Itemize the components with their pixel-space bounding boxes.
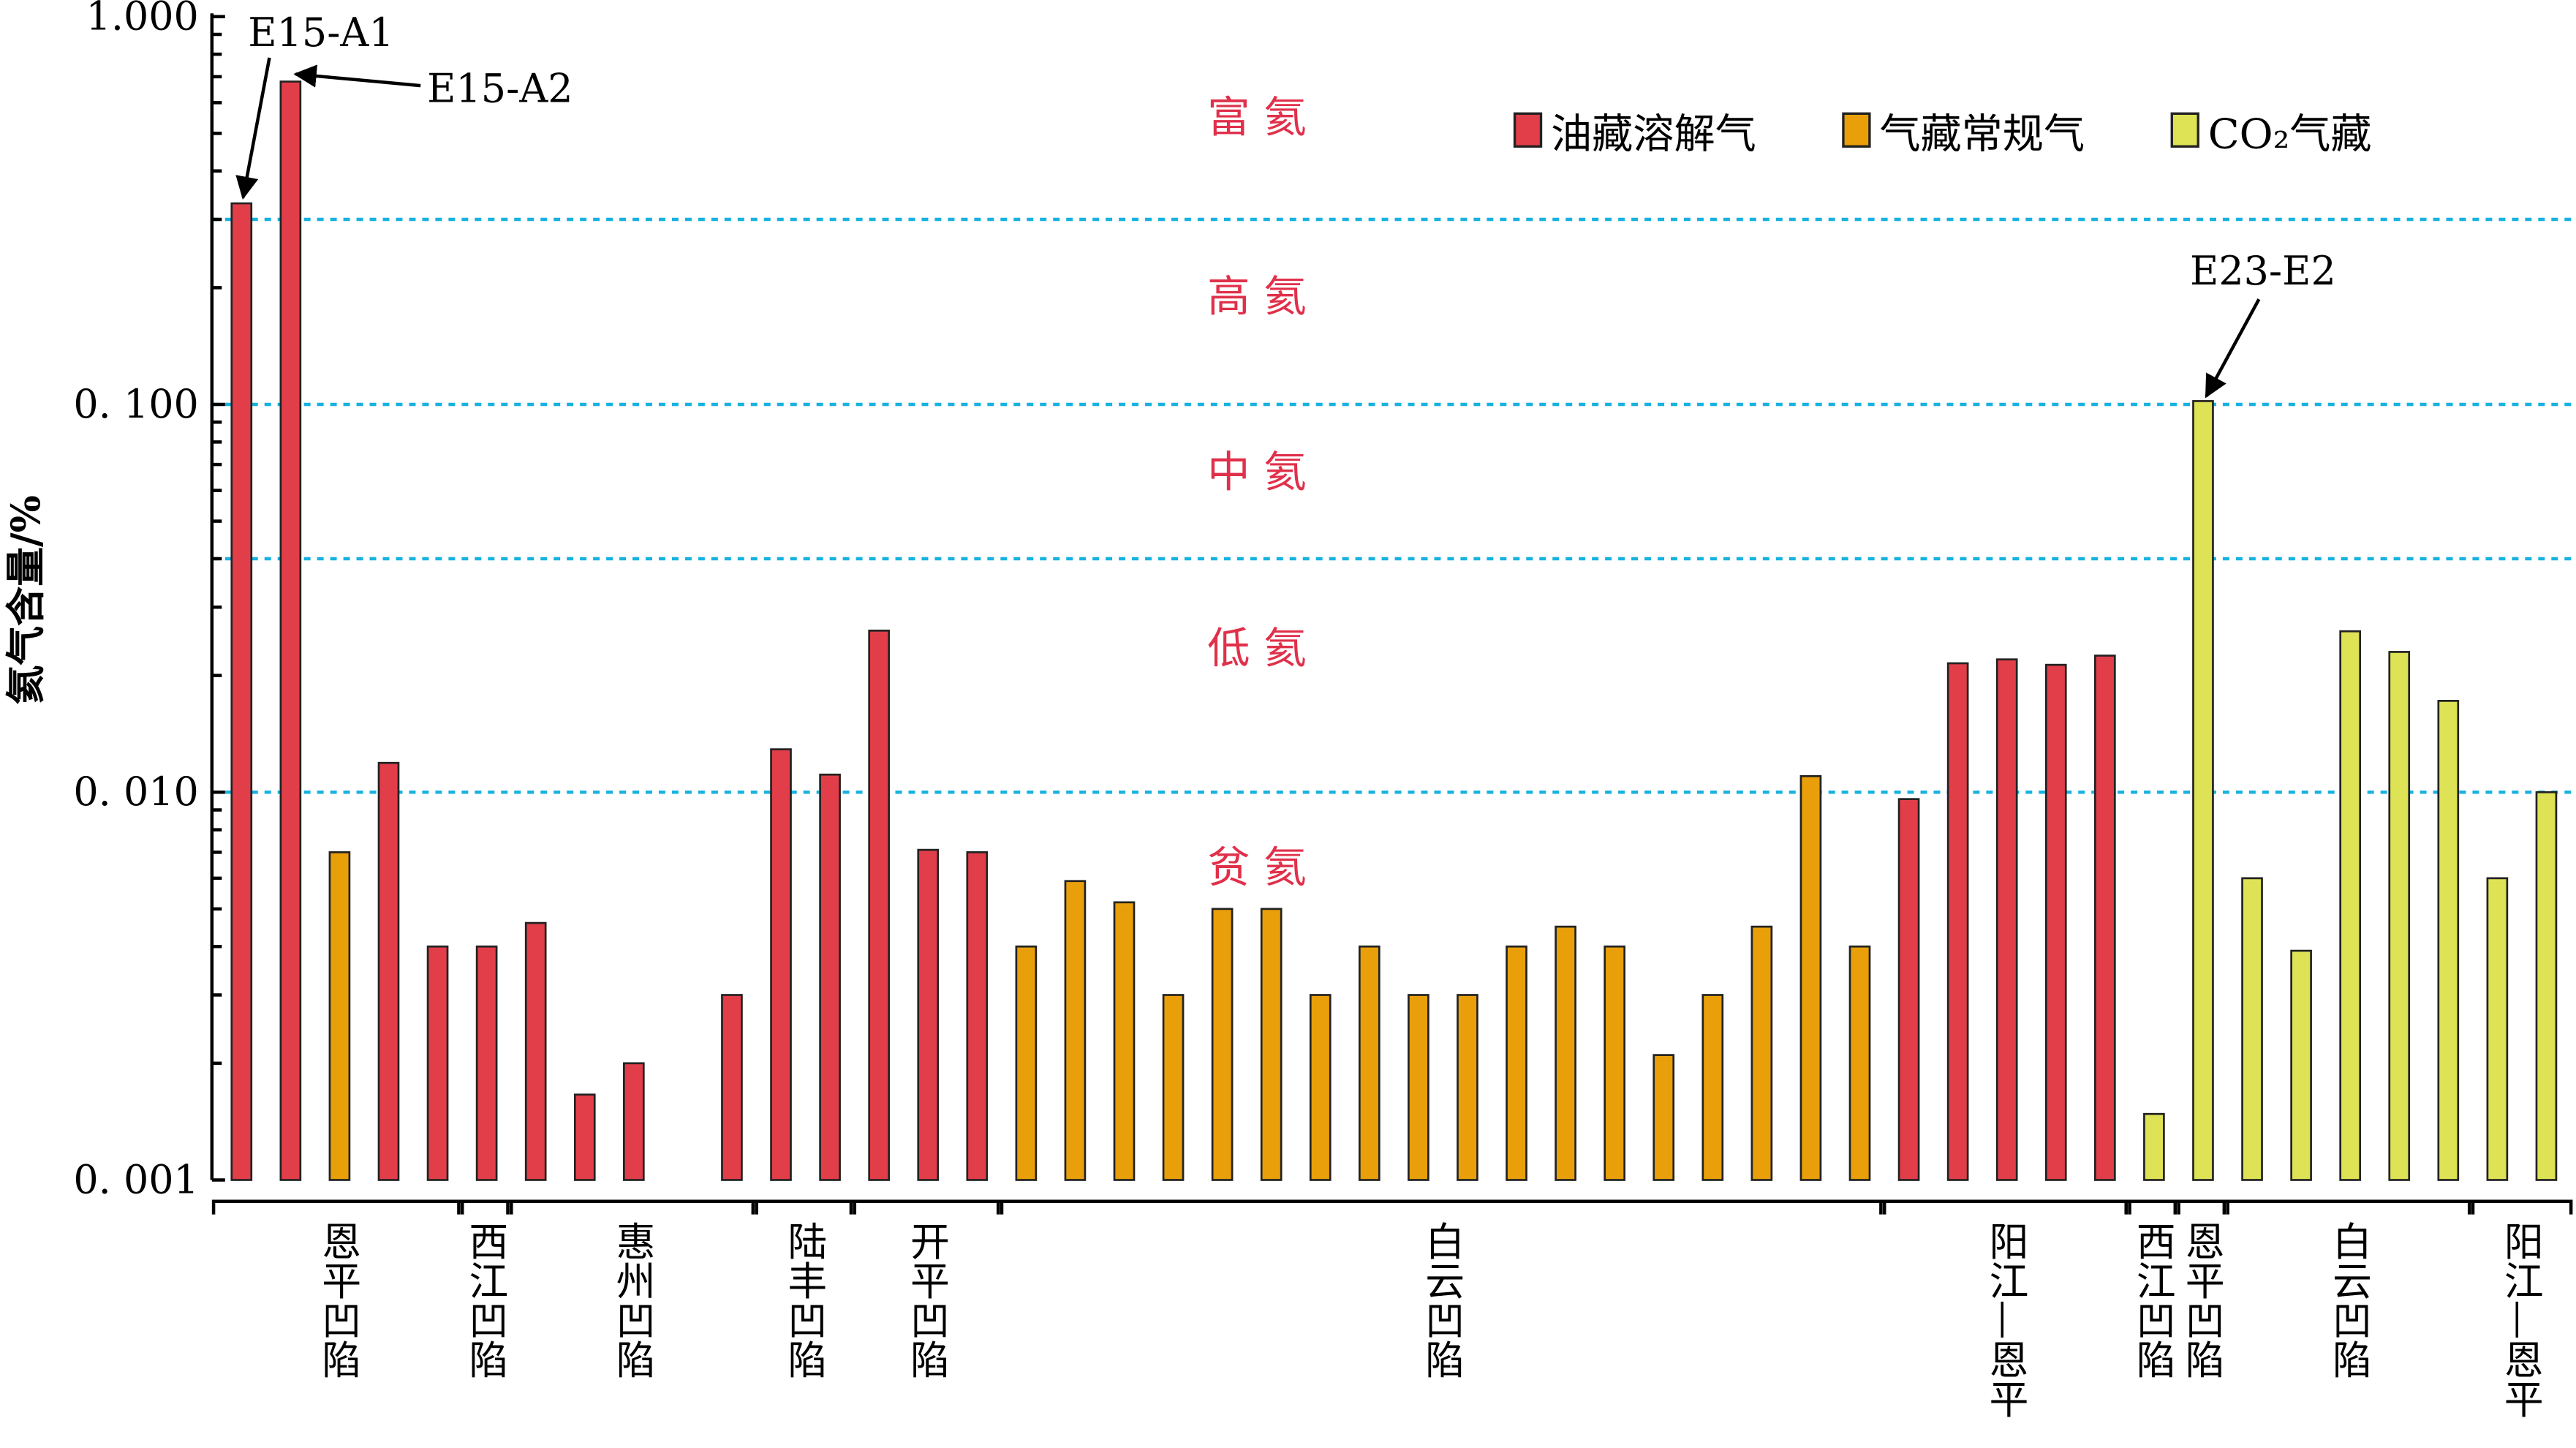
group-label: 开平凹陷 bbox=[903, 1221, 949, 1379]
bar-oil bbox=[524, 921, 547, 1181]
bar-oil bbox=[426, 945, 449, 1181]
annotation-label: E23-E2 bbox=[2190, 248, 2336, 294]
group-label: 恩平凹陷 bbox=[315, 1221, 361, 1379]
group-label: 陆丰凹陷 bbox=[781, 1221, 827, 1379]
bar-oil bbox=[917, 848, 940, 1181]
annotations: E15-A1 E15-A2 E23-E2 bbox=[235, 10, 2336, 399]
bar-gas bbox=[1750, 925, 1773, 1181]
bar-gas bbox=[1506, 945, 1527, 1181]
bar-co2 bbox=[2437, 700, 2460, 1181]
legend-swatch-co2 bbox=[2170, 112, 2199, 148]
legend-label: 气藏常规气 bbox=[1879, 110, 2085, 158]
group-label: 西江凹陷 bbox=[462, 1221, 508, 1379]
bar-gas bbox=[1457, 994, 1478, 1181]
legend-label: CO₂气藏 bbox=[2208, 110, 2372, 158]
legend-swatch-gas bbox=[1842, 112, 1871, 148]
bar-oil bbox=[377, 761, 400, 1181]
group-bracket bbox=[2124, 1199, 2180, 1215]
zone-label: 低 氦 bbox=[1207, 624, 1306, 674]
annotation-label: E15-A2 bbox=[427, 66, 573, 112]
legend: 油藏溶解气 气藏常规气 CO₂气藏 bbox=[1513, 110, 2372, 158]
bar-co2 bbox=[2388, 651, 2411, 1181]
group-label: 阳江—恩平 bbox=[1982, 1221, 2028, 1419]
group-bracket bbox=[849, 1199, 1004, 1215]
group-label: 阳江—恩平 bbox=[2497, 1221, 2543, 1419]
bar-gas bbox=[1359, 945, 1380, 1181]
bar-oil bbox=[2044, 663, 2067, 1181]
group-bracket bbox=[996, 1199, 1886, 1215]
zone-label: 中 氦 bbox=[1207, 447, 1306, 497]
group-brackets: 恩平凹陷 西江凹陷 惠州凹陷 陆丰凹陷 开平凹陷 白云凹陷 阳江—恩平 西江凹陷 恩平凹陷 白云凹… bbox=[211, 1199, 2573, 1419]
bar-oil bbox=[1946, 662, 1969, 1181]
group-bracket bbox=[506, 1199, 758, 1215]
bar-oil bbox=[475, 945, 498, 1181]
group-bracket bbox=[2222, 1199, 2475, 1215]
legend-label: 油藏溶解气 bbox=[1551, 110, 1756, 158]
bar-oil bbox=[2094, 655, 2116, 1181]
legend-swatch-oil bbox=[1513, 112, 1543, 148]
y-axis: 1.000 0. 100 0. 010 0. 001 bbox=[73, 0, 225, 1202]
group-label: 西江凹陷 bbox=[2129, 1221, 2175, 1379]
bar-gas bbox=[1015, 945, 1038, 1181]
bar-gas bbox=[1309, 994, 1332, 1181]
zone-labels: 富 氦高 氦中 氦低 氦贫 氦 bbox=[1207, 93, 1306, 893]
bar-gas bbox=[1064, 880, 1087, 1181]
bar-oil bbox=[966, 851, 989, 1181]
bar-gas bbox=[1701, 994, 1724, 1181]
zone-label: 高 氦 bbox=[1207, 271, 1306, 321]
bar-oil bbox=[230, 202, 253, 1181]
group-label: 恩平凹陷 bbox=[2178, 1221, 2224, 1379]
y-tick-label: 0. 010 bbox=[73, 769, 198, 815]
group-bracket bbox=[2173, 1199, 2229, 1215]
annotation-arrow bbox=[235, 57, 271, 200]
bar-co2 bbox=[2192, 400, 2214, 1181]
group-bracket bbox=[211, 1199, 464, 1215]
bar-oil bbox=[868, 629, 890, 1181]
bar-co2 bbox=[2143, 1112, 2165, 1181]
group-bracket bbox=[457, 1199, 513, 1215]
bar-oil bbox=[1995, 658, 2018, 1181]
group-bracket bbox=[1879, 1199, 2131, 1215]
zone-label: 贫 氦 bbox=[1207, 842, 1306, 892]
bar-co2 bbox=[2339, 630, 2362, 1181]
bar-gas bbox=[1653, 1054, 1675, 1181]
group-label: 惠州凹陷 bbox=[609, 1221, 655, 1379]
bar-gas bbox=[1211, 908, 1234, 1181]
group-bracket bbox=[751, 1199, 857, 1215]
bar-oil bbox=[622, 1062, 645, 1181]
bar-oil bbox=[819, 773, 841, 1181]
bar-co2 bbox=[2486, 877, 2509, 1181]
group-label: 白云凹陷 bbox=[1419, 1221, 1465, 1379]
bar-gas bbox=[1113, 901, 1136, 1181]
bar-gas bbox=[1408, 994, 1429, 1181]
y-tick-label: 0. 001 bbox=[73, 1156, 198, 1202]
group-bracket bbox=[2467, 1199, 2573, 1215]
bar-gas bbox=[1604, 945, 1625, 1181]
zone-label: 富 氦 bbox=[1207, 93, 1306, 143]
bar-gas bbox=[1555, 925, 1576, 1181]
bars bbox=[230, 80, 2558, 1181]
bar-gas bbox=[1848, 945, 1871, 1181]
bar-gas bbox=[1162, 994, 1185, 1181]
group-label: 白云凹陷 bbox=[2325, 1221, 2371, 1379]
bar-co2 bbox=[2535, 791, 2558, 1181]
y-tick-label: 1.000 bbox=[86, 0, 199, 39]
bar-co2 bbox=[2290, 949, 2312, 1181]
annotation-arrow bbox=[293, 64, 421, 88]
bar-oil bbox=[279, 80, 302, 1181]
bar-oil bbox=[1897, 798, 1920, 1181]
bar-gas bbox=[328, 851, 351, 1181]
annotation-label: E15-A1 bbox=[248, 10, 393, 56]
bar-oil bbox=[573, 1093, 596, 1181]
y-tick-label: 0. 100 bbox=[73, 381, 198, 427]
bar-oil bbox=[721, 994, 743, 1181]
bar-gas bbox=[1260, 908, 1283, 1181]
bar-oil bbox=[770, 748, 792, 1181]
threshold-lines bbox=[211, 217, 2573, 794]
annotation-arrow bbox=[2205, 298, 2261, 399]
y-axis-title: 氦气含量/% bbox=[2, 495, 49, 705]
bar-co2 bbox=[2241, 877, 2263, 1181]
bar-gas bbox=[1799, 774, 1822, 1181]
